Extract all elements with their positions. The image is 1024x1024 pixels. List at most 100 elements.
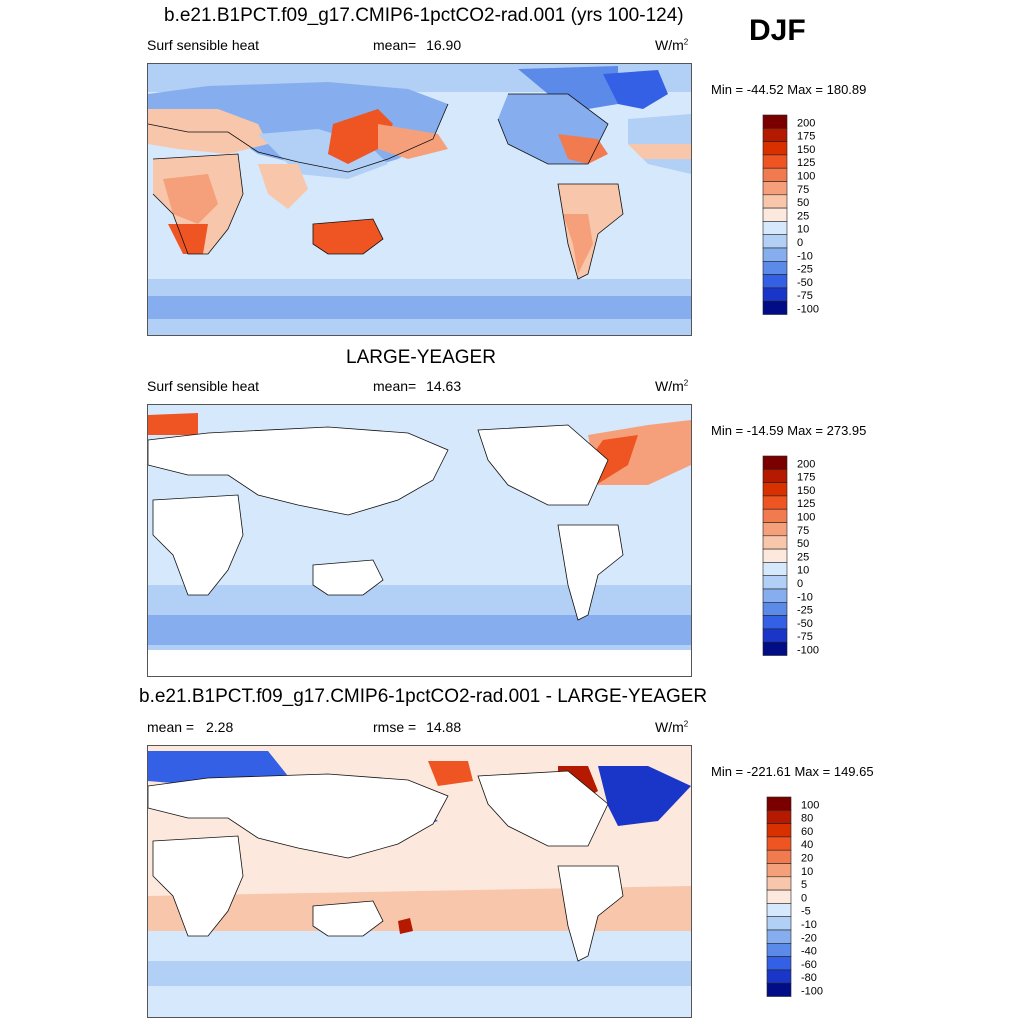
panel1-units: W/m2: [655, 37, 688, 53]
colorbar-swatch: [762, 261, 788, 275]
panel2-units-base: W/m: [655, 378, 684, 394]
colorbar-label: 200: [797, 458, 815, 470]
panel1-map: [147, 63, 692, 336]
colorbar-swatch: [762, 562, 788, 577]
colorbar-label: -25: [797, 605, 813, 617]
colorbar-swatch: [762, 628, 788, 643]
colorbar-label: 75: [797, 525, 809, 537]
colorbar-swatch: [762, 300, 788, 315]
panel2-units: W/m2: [655, 378, 688, 394]
colorbar-label: 20: [801, 853, 813, 865]
colorbar-label: 75: [797, 184, 809, 196]
colorbar-label: 0: [797, 578, 803, 590]
colorbar-label: 60: [801, 826, 813, 838]
colorbar-label: -10: [801, 919, 817, 931]
colorbar-swatch: [762, 207, 788, 222]
panel3-colorbar: 100 80 60 40 20 10 5 0 -5 -10 -20 -40 -60 -80 -100: [766, 796, 837, 1011]
panel2-units-exp: 2: [683, 378, 689, 388]
colorbar-swatch: [766, 796, 792, 811]
panel3-map: [147, 745, 692, 1018]
colorbar-label: 175: [797, 472, 815, 484]
colorbar-label: 150: [797, 144, 815, 156]
panel3-units-exp: 2: [683, 719, 689, 729]
panel2-map: [147, 404, 692, 677]
colorbar-swatch: [762, 141, 788, 156]
panel1-units-exp: 2: [683, 37, 689, 47]
colorbar-swatch: [766, 982, 792, 997]
colorbar-swatch: [762, 575, 788, 590]
panel3-title: b.e21.B1PCT.f09_g17.CMIP6-1pctCO2-rad.00…: [139, 686, 708, 707]
colorbar-label: 125: [797, 157, 815, 169]
colorbar-swatch: [766, 863, 792, 878]
colorbar-swatch: [762, 588, 788, 603]
colorbar-label: 40: [801, 839, 813, 851]
colorbar-label: 50: [797, 197, 809, 209]
colorbar-swatch: [762, 469, 788, 483]
colorbar-swatch: [766, 943, 792, 957]
colorbar-label: 50: [797, 538, 809, 550]
colorbar-swatch: [762, 194, 788, 209]
colorbar-swatch: [762, 602, 788, 616]
colorbar-label: -75: [797, 290, 813, 302]
panel1-colorbar: 200 175 150 125 100 75 50 25 10 0 -10 -25 -50 -75 -100: [762, 114, 833, 329]
colorbar-label: 200: [797, 117, 815, 129]
panel1-mean-label: mean=: [373, 37, 417, 53]
panel1-title: b.e21.B1PCT.f09_g17.CMIP6-1pctCO2-rad.00…: [164, 5, 684, 26]
colorbar-label: 10: [797, 224, 809, 236]
colorbar-label: -50: [797, 618, 813, 630]
colorbar-label: 150: [797, 485, 815, 497]
colorbar-swatch: [762, 522, 788, 537]
panel2-minmax: Min = -14.59 Max = 273.95: [711, 423, 867, 438]
panel2-title: LARGE-YEAGER: [346, 347, 496, 368]
colorbar-label: -25: [797, 264, 813, 276]
colorbar-label: -80: [801, 972, 817, 984]
colorbar-label: 25: [797, 551, 809, 563]
panel3-minmax: Min = -221.61 Max = 149.65: [711, 764, 874, 779]
colorbar-label: 100: [801, 799, 819, 811]
panel1-mean: mean= 16.90: [373, 37, 461, 53]
panel2-variable: Surf sensible heat: [147, 378, 260, 394]
colorbar-swatch: [762, 128, 788, 142]
colorbar-label: -10: [797, 250, 813, 262]
colorbar-swatch: [762, 167, 788, 182]
colorbar-label: 10: [801, 866, 813, 878]
colorbar-swatch: [766, 823, 792, 838]
panel1-variable: Surf sensible heat: [147, 37, 260, 53]
panel3-rmse-value: 14.88: [426, 719, 462, 735]
colorbar-label: 100: [797, 171, 815, 183]
panel3-units-base: W/m: [655, 719, 684, 735]
colorbar-swatch: [762, 221, 788, 236]
colorbar-label: 80: [801, 813, 813, 825]
colorbar-swatch: [766, 916, 792, 931]
colorbar-label: -100: [797, 304, 819, 316]
colorbar-label: 5: [801, 879, 807, 891]
panel1-mean-value: 16.90: [426, 37, 462, 53]
colorbar-swatch: [766, 903, 792, 918]
colorbar-swatch: [766, 889, 792, 904]
colorbar-swatch: [766, 836, 792, 851]
panel2-mean: mean= 14.63: [373, 378, 461, 394]
season-label: DJF: [749, 14, 806, 47]
colorbar-swatch: [766, 969, 792, 984]
colorbar-label: -60: [801, 959, 817, 971]
colorbar-label: -5: [801, 906, 811, 918]
colorbar-label: 25: [797, 210, 809, 222]
panel2-mean-label: mean=: [373, 378, 417, 394]
colorbar-swatch: [762, 615, 788, 630]
panel3-mean-value: 2.28: [205, 719, 234, 735]
colorbar-label: -50: [797, 277, 813, 289]
colorbar-label: -10: [797, 591, 813, 603]
colorbar-label: -20: [801, 932, 817, 944]
colorbar-swatch: [762, 482, 788, 497]
colorbar-label: 125: [797, 498, 815, 510]
colorbar-swatch: [766, 929, 792, 944]
panel3-mean: mean = 2.28: [147, 719, 233, 735]
panel2-mean-value: 14.63: [426, 378, 462, 394]
colorbar-label: 0: [801, 892, 807, 904]
panel3-rmse: rmse = 14.88: [373, 719, 461, 735]
colorbar-label: 100: [797, 512, 815, 524]
colorbar-swatch: [762, 114, 788, 129]
colorbar-swatch: [762, 548, 788, 563]
panel3-mean-label: mean =: [147, 719, 195, 735]
